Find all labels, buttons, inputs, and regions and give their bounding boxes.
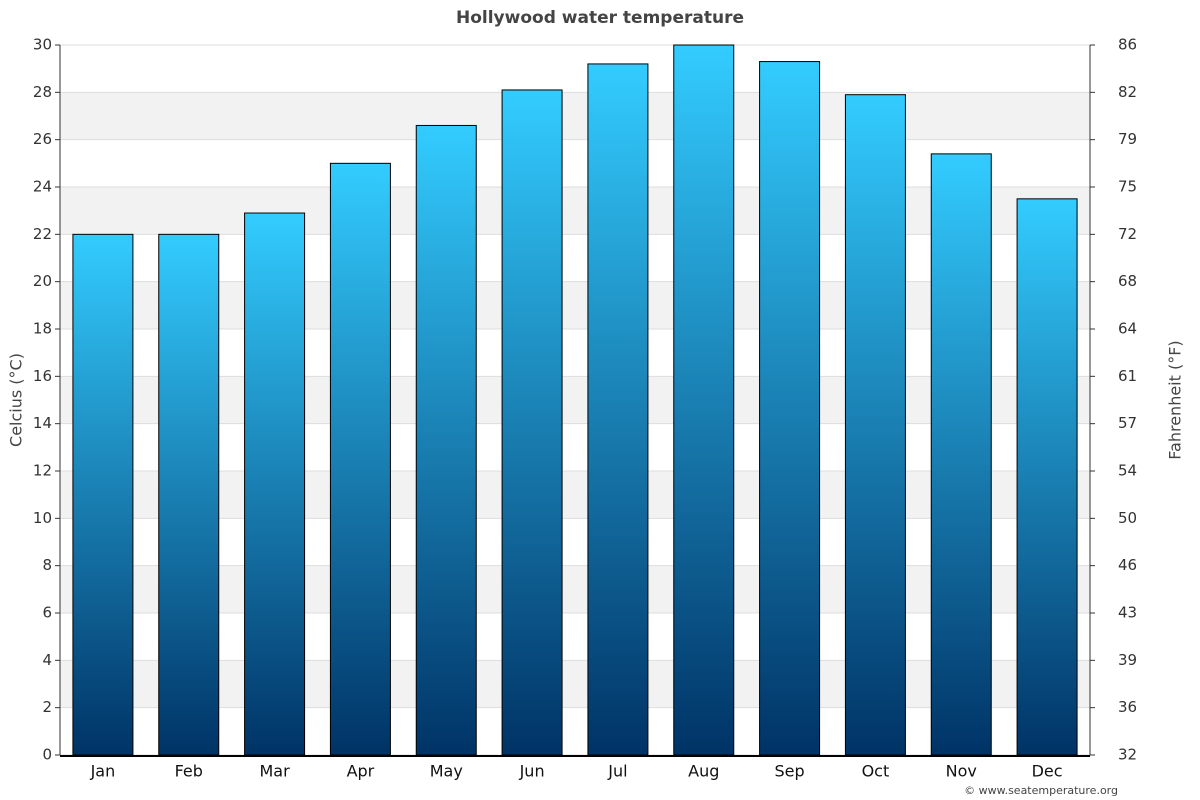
y-tick-label: 22 <box>33 225 52 243</box>
y-tick-label: 0 <box>42 746 52 764</box>
y2-axis-title: Fahrenheit (°F) <box>1166 340 1185 459</box>
x-tick-label: May <box>430 762 463 781</box>
bar <box>158 233 220 756</box>
bar <box>759 61 821 756</box>
y2-tick-label: 57 <box>1118 414 1137 432</box>
x-tick-label: Jan <box>90 762 116 781</box>
y2-tick-label: 46 <box>1118 556 1137 574</box>
y-tick-label: 20 <box>33 272 52 290</box>
x-tick-label: Jun <box>519 762 545 781</box>
bar <box>1016 198 1078 756</box>
y2-tick-label: 82 <box>1118 83 1137 101</box>
bar <box>244 212 306 756</box>
bar <box>673 44 735 756</box>
y2-tick-label: 75 <box>1118 178 1137 196</box>
y2-tick-label: 39 <box>1118 651 1137 669</box>
bar <box>501 89 563 756</box>
y2-tick-label: 86 <box>1118 36 1137 54</box>
grid-band <box>60 660 1090 708</box>
grid-band <box>60 376 1090 424</box>
credit: © www.seatemperature.org <box>964 784 1118 797</box>
bar <box>72 233 134 756</box>
y2-tick-label: 64 <box>1118 320 1137 338</box>
x-tick-label: Aug <box>688 762 719 781</box>
grid-band <box>60 471 1090 519</box>
chart-title: Hollywood water temperature <box>456 8 744 28</box>
y2-tick-label: 68 <box>1118 272 1137 290</box>
grid-band <box>60 565 1090 613</box>
x-tick-label: Dec <box>1032 762 1063 781</box>
y2-tick-label: 79 <box>1118 130 1137 148</box>
grid-band <box>60 281 1090 329</box>
y-tick-label: 8 <box>42 556 52 574</box>
y-tick-label: 14 <box>33 414 52 432</box>
bar <box>587 63 649 756</box>
y2-tick-label: 43 <box>1118 604 1137 622</box>
x-tick-label: Apr <box>347 762 375 781</box>
bar <box>415 124 477 756</box>
y-tick-label: 28 <box>33 83 52 101</box>
y-tick-label: 18 <box>33 320 52 338</box>
grid-band <box>60 92 1090 140</box>
x-tick-label: Feb <box>175 762 203 781</box>
y-axis-title: Celcius (°C) <box>7 353 26 447</box>
y-tick-label: 26 <box>33 130 52 148</box>
y2-tick-label: 61 <box>1118 367 1137 385</box>
bar <box>844 94 906 756</box>
grid-band <box>60 187 1090 235</box>
y2-tick-label: 36 <box>1118 698 1137 716</box>
y-tick-label: 16 <box>33 367 52 385</box>
x-tick-label: Sep <box>775 762 805 781</box>
bar <box>329 162 391 756</box>
x-tick-label: Jul <box>607 762 627 781</box>
x-tick-label: Mar <box>259 762 290 781</box>
y2-tick-label: 54 <box>1118 462 1137 480</box>
y-tick-label: 2 <box>42 698 52 716</box>
y2-tick-label: 50 <box>1118 509 1137 527</box>
x-tick-label: Nov <box>946 762 977 781</box>
x-tick-label: Oct <box>862 762 890 781</box>
bar <box>930 153 992 756</box>
y2-tick-label: 72 <box>1118 225 1137 243</box>
y-tick-label: 4 <box>42 651 52 669</box>
y-tick-label: 24 <box>33 178 52 196</box>
y-tick-label: 6 <box>42 604 52 622</box>
y2-tick-label: 32 <box>1118 746 1137 764</box>
y-tick-label: 30 <box>33 36 52 54</box>
y-tick-label: 12 <box>33 462 52 480</box>
y-tick-label: 10 <box>33 509 52 527</box>
